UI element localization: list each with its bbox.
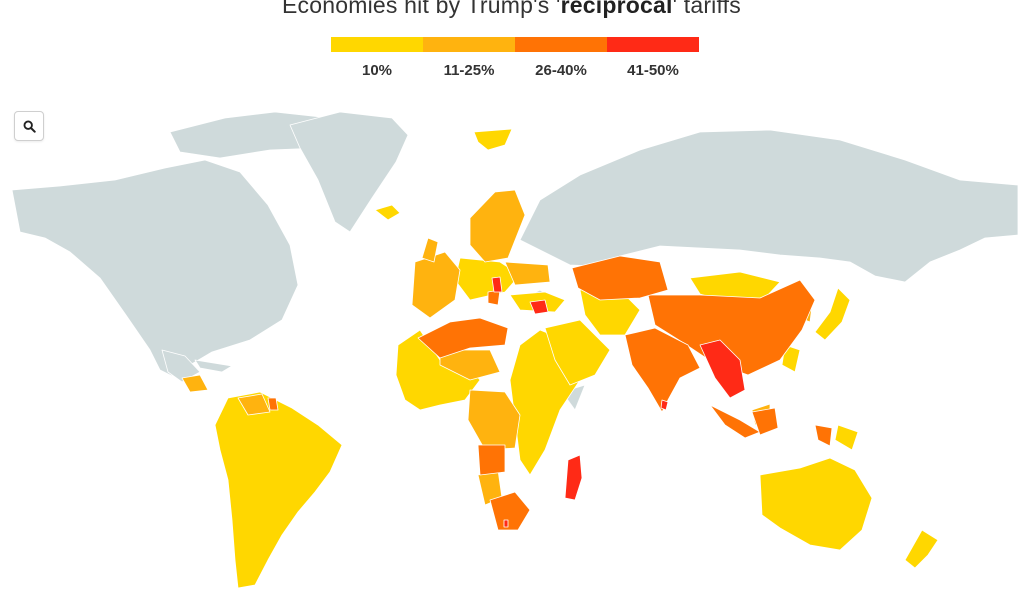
region-russia[interactable]: [519, 129, 1019, 283]
region-south-america[interactable]: [214, 391, 343, 589]
region-india[interactable]: [624, 327, 701, 413]
region-eastern-new-guinea[interactable]: [814, 424, 833, 447]
region-madagascar[interactable]: [564, 454, 583, 501]
legend-label-26-40: 26-40%: [535, 62, 587, 79]
region-australia[interactable]: [759, 457, 873, 551]
region-guyana[interactable]: [267, 397, 279, 411]
region-angola[interactable]: [477, 444, 506, 476]
legend-label-11-25: 11-25%: [443, 62, 495, 79]
region-central-africa[interactable]: [467, 389, 521, 451]
region-algeria-libya[interactable]: [417, 317, 509, 359]
region-sahel[interactable]: [439, 349, 501, 381]
legend-swatch-11-25: [423, 37, 515, 52]
region-lesotho[interactable]: [503, 519, 509, 528]
region-iceland[interactable]: [374, 204, 401, 221]
legend: 10% 11-25% 26-40% 41-50%: [331, 37, 699, 85]
title-emphasis: reciprocal: [560, 0, 673, 18]
region-arabia[interactable]: [544, 319, 611, 386]
region-japan[interactable]: [814, 287, 851, 341]
legend-swatch-41-50: [607, 37, 699, 52]
legend-swatch-26-40: [515, 37, 607, 52]
region-north-america[interactable]: [11, 159, 299, 377]
region-kazakhstan[interactable]: [571, 255, 669, 301]
title-part-1: Economies hit by Trump's ': [282, 0, 561, 18]
chart-title: Economies hit by Trump's 'reciprocal' ta…: [0, 0, 1023, 19]
region-british-isles[interactable]: [421, 237, 439, 263]
title-part-2: ' tariffs: [672, 0, 741, 18]
legend-label-41-50: 41-50%: [627, 62, 679, 79]
region-central-america[interactable]: [181, 374, 209, 393]
region-southeast-asia[interactable]: [699, 339, 746, 399]
region-cuba[interactable]: [194, 359, 233, 373]
legend-label-10: 10%: [361, 62, 393, 79]
region-borneo[interactable]: [751, 407, 779, 436]
region-ukraine[interactable]: [504, 261, 551, 286]
region-new-zealand[interactable]: [904, 529, 939, 569]
magnifier-icon: [23, 120, 36, 133]
world-map[interactable]: [0, 95, 1023, 591]
region-greenland[interactable]: [289, 111, 409, 233]
region-syria[interactable]: [529, 299, 549, 315]
region-serbia[interactable]: [491, 276, 503, 293]
region-venezuela[interactable]: [237, 393, 271, 416]
region-svalbard[interactable]: [473, 128, 513, 151]
region-northern-europe[interactable]: [469, 189, 526, 263]
region-sri-lanka[interactable]: [660, 399, 669, 411]
region-indonesia[interactable]: [709, 404, 761, 439]
region-western-europe[interactable]: [411, 251, 461, 319]
search-button[interactable]: [14, 111, 44, 141]
legend-swatch-10: [331, 37, 423, 52]
region-new-guinea[interactable]: [834, 424, 859, 451]
region-southern-africa[interactable]: [489, 491, 531, 531]
